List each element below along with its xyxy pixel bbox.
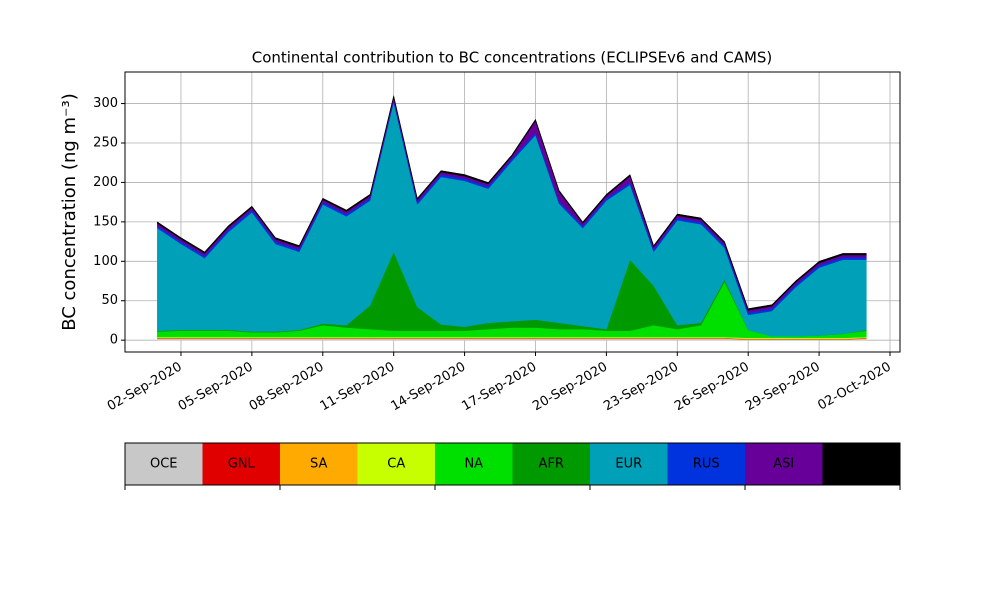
legend-label: AUS xyxy=(848,457,875,472)
x-tick-label: 02-Sep-2020 xyxy=(105,360,185,415)
x-tick-label: 17-Sep-2020 xyxy=(459,360,539,415)
legend-ticks xyxy=(124,485,901,490)
legend-label: ASI xyxy=(773,457,794,472)
x-tick-label: 23-Sep-2020 xyxy=(601,360,681,415)
legend-swatch xyxy=(435,443,513,485)
legend-label: RUS xyxy=(693,457,720,472)
x-tick-label: 14-Sep-2020 xyxy=(389,360,469,415)
y-tick-label: 250 xyxy=(93,135,118,150)
legend-frame xyxy=(124,442,901,486)
x-tick-label: 11-Sep-2020 xyxy=(318,360,398,415)
plot-frame xyxy=(124,71,901,353)
y-tick-label: 150 xyxy=(93,214,118,229)
legend-swatch xyxy=(202,443,280,485)
legend-label: GNL xyxy=(228,457,256,472)
legend-label: CA xyxy=(387,457,405,472)
y-axis-label: BC concentration (ng m⁻³) xyxy=(59,93,80,331)
legend-swatch xyxy=(357,443,435,485)
legend-label: EUR xyxy=(615,457,642,472)
x-tick-label: 08-Sep-2020 xyxy=(247,360,327,415)
y-tick-label: 100 xyxy=(93,254,118,269)
legend-swatch xyxy=(125,443,203,485)
chart-title: Continental contribution to BC concentra… xyxy=(252,49,773,67)
y-tick-label: 0 xyxy=(110,333,118,348)
legend-swatch xyxy=(280,443,358,485)
x-tick-label: 26-Sep-2020 xyxy=(672,360,752,415)
y-tick-label: 300 xyxy=(93,96,118,111)
x-tick-label: 20-Sep-2020 xyxy=(530,360,610,415)
y-tick-label: 200 xyxy=(93,175,118,190)
legend-swatch xyxy=(590,443,668,485)
area xyxy=(157,95,867,311)
legend-label: AFR xyxy=(539,457,564,472)
legend-label: NA xyxy=(464,457,483,472)
y-tick-label: 50 xyxy=(101,293,118,308)
legend-swatch xyxy=(512,443,590,485)
x-tick-label: 05-Sep-2020 xyxy=(176,360,256,415)
legend-label: SA xyxy=(310,457,327,472)
legend-swatch xyxy=(667,443,745,485)
legend-swatch xyxy=(745,443,823,485)
legend-swatch xyxy=(822,443,900,485)
x-tick-label: 02-Oct-2020 xyxy=(815,360,893,414)
legend-label: OCE xyxy=(150,457,178,472)
x-tick-label: 29-Sep-2020 xyxy=(743,360,823,415)
